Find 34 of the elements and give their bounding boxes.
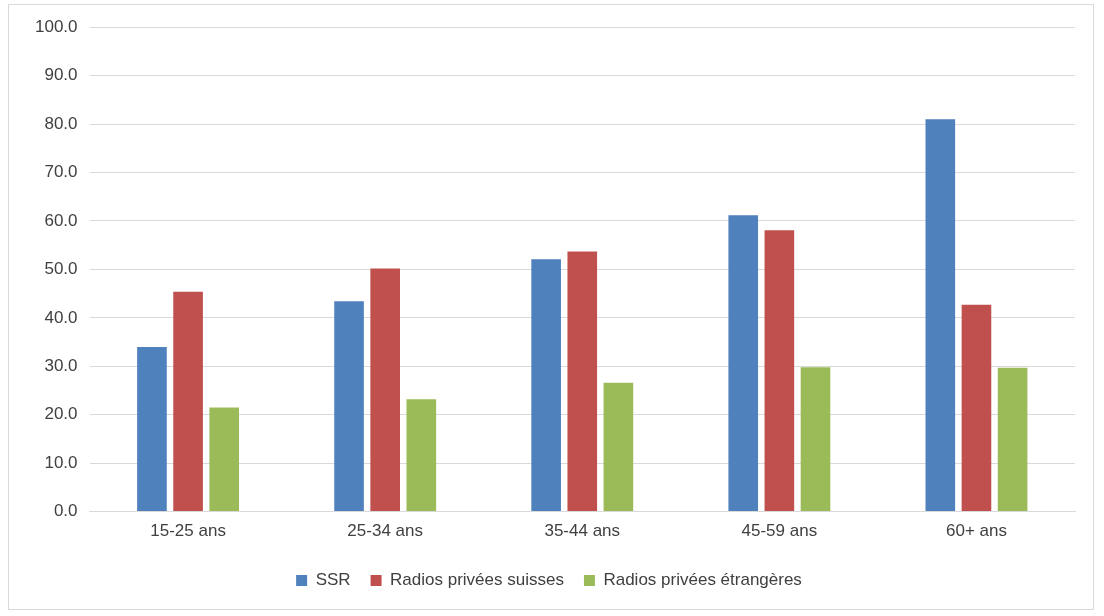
bar bbox=[370, 268, 400, 512]
y-tick-label: 90.0 bbox=[44, 65, 78, 85]
y-tick-label: 0.0 bbox=[53, 501, 78, 521]
bar bbox=[603, 382, 634, 512]
legend-label: Radios privées étrangères bbox=[603, 570, 802, 590]
y-tick-label: 100.0 bbox=[34, 16, 78, 36]
x-tick-label: 25-34 ans bbox=[347, 521, 423, 541]
y-tick-label: 50.0 bbox=[44, 259, 78, 279]
bar bbox=[209, 407, 240, 512]
x-tick-label: 35-44 ans bbox=[544, 521, 621, 541]
y-tick-label: 30.0 bbox=[44, 355, 78, 375]
bar bbox=[406, 399, 437, 512]
bar bbox=[531, 259, 561, 512]
bar bbox=[728, 215, 759, 512]
bar bbox=[334, 301, 364, 512]
y-tick-label: 80.0 bbox=[44, 113, 78, 133]
bar bbox=[925, 119, 956, 512]
y-tick-label: 60.0 bbox=[44, 210, 78, 230]
bar bbox=[764, 230, 795, 512]
x-tick-label: 60+ ans bbox=[945, 521, 1007, 541]
y-tick-label: 40.0 bbox=[44, 307, 78, 327]
bar bbox=[137, 346, 167, 512]
y-tick-label: 70.0 bbox=[44, 162, 78, 182]
bar bbox=[173, 291, 203, 512]
y-tick-label: 10.0 bbox=[44, 452, 78, 472]
x-tick-label: 15-25 ans bbox=[150, 521, 226, 541]
bar bbox=[567, 251, 598, 512]
x-tick-label: 45-59 ans bbox=[741, 521, 818, 541]
bar bbox=[961, 304, 992, 512]
legend-label: SSR bbox=[315, 570, 351, 590]
legend-label: Radios privées suisses bbox=[390, 570, 564, 590]
bar bbox=[997, 367, 1028, 512]
bar bbox=[800, 367, 831, 512]
y-tick-label: 20.0 bbox=[44, 404, 78, 424]
